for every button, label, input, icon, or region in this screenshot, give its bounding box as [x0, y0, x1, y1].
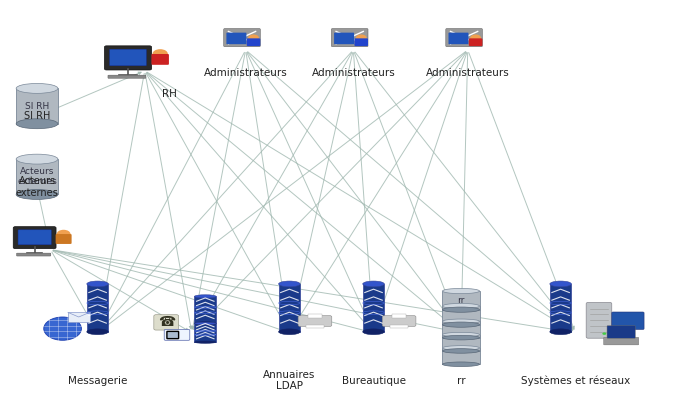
Ellipse shape: [443, 319, 479, 324]
Ellipse shape: [16, 119, 58, 129]
Ellipse shape: [279, 281, 300, 287]
Ellipse shape: [443, 322, 479, 327]
Text: ☎: ☎: [157, 315, 175, 329]
Ellipse shape: [279, 329, 300, 334]
Ellipse shape: [550, 329, 571, 334]
FancyBboxPatch shape: [154, 315, 178, 330]
Bar: [443, 291, 480, 310]
FancyBboxPatch shape: [586, 302, 612, 338]
FancyBboxPatch shape: [167, 332, 178, 339]
Ellipse shape: [443, 288, 479, 294]
Ellipse shape: [16, 190, 58, 199]
FancyBboxPatch shape: [18, 230, 51, 245]
Circle shape: [470, 35, 481, 41]
Text: Annuaires
LDAP: Annuaires LDAP: [263, 370, 316, 391]
Ellipse shape: [443, 346, 479, 350]
FancyBboxPatch shape: [104, 46, 151, 70]
FancyBboxPatch shape: [448, 32, 468, 44]
FancyBboxPatch shape: [604, 337, 639, 345]
Text: Acteurs
externes: Acteurs externes: [15, 176, 59, 198]
FancyBboxPatch shape: [223, 29, 260, 47]
Circle shape: [248, 35, 259, 41]
Bar: [443, 321, 480, 338]
Ellipse shape: [443, 303, 479, 309]
Ellipse shape: [87, 281, 108, 287]
Bar: [279, 284, 300, 332]
Ellipse shape: [194, 322, 216, 325]
Text: Administrateurs: Administrateurs: [204, 68, 287, 78]
Ellipse shape: [443, 349, 479, 353]
Text: Bureautique: Bureautique: [341, 376, 406, 386]
Ellipse shape: [443, 362, 479, 366]
FancyBboxPatch shape: [247, 38, 260, 46]
Circle shape: [153, 49, 168, 59]
Text: rr: rr: [457, 376, 465, 386]
Bar: [16, 88, 58, 124]
Ellipse shape: [87, 329, 108, 334]
Text: SI RH: SI RH: [25, 102, 49, 111]
FancyBboxPatch shape: [13, 227, 56, 249]
FancyBboxPatch shape: [110, 49, 146, 66]
Bar: [390, 324, 408, 328]
FancyBboxPatch shape: [469, 38, 483, 46]
Circle shape: [57, 230, 71, 238]
FancyBboxPatch shape: [334, 32, 354, 44]
FancyBboxPatch shape: [298, 316, 332, 327]
Bar: [308, 314, 322, 318]
Bar: [306, 324, 324, 328]
FancyBboxPatch shape: [151, 54, 169, 65]
Bar: [363, 284, 384, 332]
Circle shape: [356, 35, 367, 41]
Ellipse shape: [443, 307, 479, 312]
Text: SI RH: SI RH: [24, 111, 50, 121]
FancyBboxPatch shape: [164, 329, 190, 340]
Bar: [550, 284, 571, 332]
Text: RH: RH: [162, 89, 176, 99]
Text: rr: rr: [458, 296, 464, 305]
Bar: [68, 312, 90, 322]
Bar: [443, 334, 480, 351]
FancyBboxPatch shape: [226, 32, 246, 44]
Circle shape: [602, 332, 606, 335]
Text: Administrateurs: Administrateurs: [426, 68, 509, 78]
Bar: [16, 159, 58, 194]
FancyBboxPatch shape: [612, 312, 644, 329]
FancyBboxPatch shape: [607, 326, 635, 338]
Ellipse shape: [443, 335, 479, 340]
Text: Administrateurs: Administrateurs: [312, 68, 395, 78]
Ellipse shape: [16, 154, 58, 164]
Ellipse shape: [194, 341, 216, 343]
Ellipse shape: [194, 322, 216, 324]
Text: Acteurs
externes: Acteurs externes: [17, 167, 57, 186]
FancyBboxPatch shape: [108, 75, 146, 78]
FancyBboxPatch shape: [382, 316, 416, 327]
Bar: [392, 314, 406, 318]
FancyBboxPatch shape: [17, 253, 51, 256]
Bar: [443, 348, 480, 364]
Bar: [443, 306, 480, 324]
Bar: [194, 324, 216, 342]
Circle shape: [44, 317, 81, 340]
FancyBboxPatch shape: [331, 29, 368, 47]
FancyBboxPatch shape: [355, 38, 368, 46]
Bar: [194, 296, 216, 324]
FancyBboxPatch shape: [446, 29, 483, 47]
Text: Systèmes et réseaux: Systèmes et réseaux: [521, 375, 630, 386]
FancyBboxPatch shape: [56, 234, 71, 244]
Ellipse shape: [194, 295, 216, 298]
Ellipse shape: [550, 281, 571, 287]
Bar: [87, 284, 108, 332]
Ellipse shape: [363, 281, 384, 287]
Ellipse shape: [443, 332, 479, 337]
Text: Messagerie: Messagerie: [68, 376, 127, 386]
Ellipse shape: [363, 329, 384, 334]
Ellipse shape: [16, 84, 58, 93]
